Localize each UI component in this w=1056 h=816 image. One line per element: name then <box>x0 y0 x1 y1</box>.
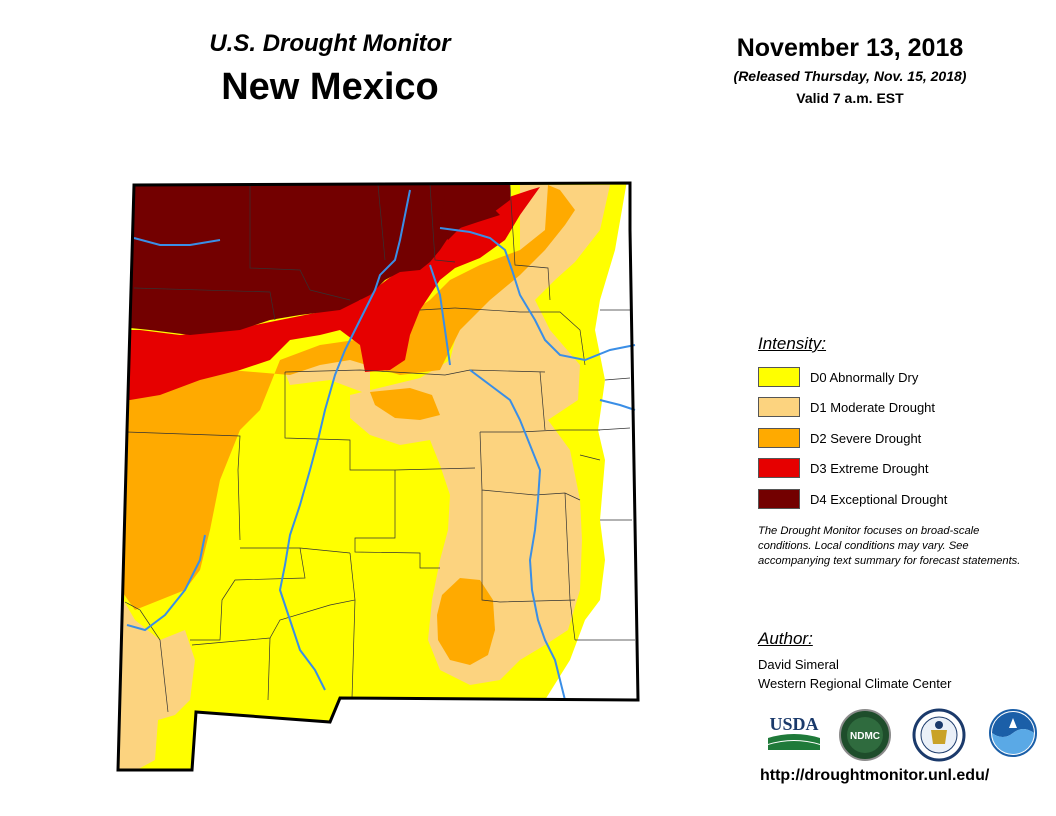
d2-area-southeast <box>437 578 495 665</box>
map-subtitle: U.S. Drought Monitor <box>209 30 451 57</box>
ndmc-logo: NDMC <box>839 709 891 761</box>
legend-swatch-d1 <box>758 397 800 417</box>
county-boundaries <box>124 184 635 713</box>
noaa-logo <box>989 709 1037 757</box>
d2-area-west <box>118 185 575 610</box>
legend-swatch-d3 <box>758 458 800 478</box>
d4-area-east-finger <box>440 195 500 240</box>
map-title: New Mexico <box>221 66 439 108</box>
d4-area <box>118 183 510 335</box>
legend-swatch-d4 <box>758 489 800 509</box>
ndmc-logo-text: NDMC <box>850 731 880 742</box>
legend-label-d2: D2 Severe Drought <box>810 430 922 446</box>
valid-time: Valid 7 a.m. EST <box>796 90 904 106</box>
commerce-seal-logo <box>912 708 966 762</box>
legend-item-d4: D4 Exceptional Drought <box>758 488 947 510</box>
legend-item-d2: D2 Severe Drought <box>758 427 921 449</box>
rio-grande-river <box>278 189 411 691</box>
usda-logo: USDA <box>768 714 820 750</box>
legend-swatch-d0 <box>758 367 800 387</box>
legend-label-d0: D0 Abnormally Dry <box>810 369 919 385</box>
state-outline <box>116 181 640 772</box>
pecos-river <box>469 369 566 701</box>
legend-label-d3: D3 Extreme Drought <box>810 460 929 476</box>
legend-label-d4: D4 Exceptional Drought <box>810 491 948 507</box>
east-tributary-river <box>599 399 636 411</box>
legend-swatch-d2 <box>758 428 800 448</box>
author-name: David Simeral <box>758 657 839 672</box>
usda-logo-text: USDA <box>769 714 818 734</box>
legend-label-d1: D1 Moderate Drought <box>810 399 936 415</box>
legend-item-d0: D0 Abnormally Dry <box>758 366 918 388</box>
rivers <box>126 189 636 701</box>
disclaimer-note: The Drought Monitor focuses on broad-sca… <box>758 525 1021 567</box>
legend-item-d1: D1 Moderate Drought <box>758 396 935 418</box>
legend-title: Intensity: <box>758 334 827 353</box>
release-date: (Released Thursday, Nov. 15, 2018) <box>733 68 967 84</box>
d2-area-central <box>370 388 440 420</box>
legend-item-d3: D3 Extreme Drought <box>758 457 929 479</box>
d1-area-southwest <box>118 560 195 770</box>
canadian-river <box>439 227 636 362</box>
san-juan-river <box>133 237 221 246</box>
source-url[interactable]: http://droughtmonitor.unl.edu/ <box>760 767 990 784</box>
tributary-river <box>429 264 451 366</box>
author-organization: Western Regional Climate Center <box>758 676 952 691</box>
gila-river <box>126 534 206 632</box>
author-heading: Author: <box>758 629 813 648</box>
map-date: November 13, 2018 <box>736 34 964 62</box>
